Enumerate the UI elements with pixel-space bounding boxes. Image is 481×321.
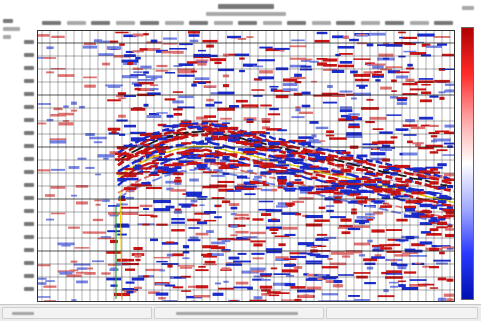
amplitude-event [38, 277, 47, 280]
trace-axis-label [189, 21, 208, 25]
trace-axis-label [115, 21, 135, 25]
amplitude-event [444, 124, 454, 128]
amplitude-event [444, 83, 454, 86]
time-axis-label [24, 79, 34, 83]
amplitude-event [443, 142, 454, 145]
amplitude-event [442, 154, 454, 156]
time-axis-label [24, 53, 34, 57]
reflector-band [117, 129, 454, 189]
time-axis-label [24, 105, 34, 109]
amplitude-event [441, 53, 454, 57]
seismic-canvas [38, 31, 454, 301]
time-axis-label [24, 92, 34, 96]
well-marker-line [119, 190, 123, 300]
amplitude-event [38, 296, 51, 298]
toolbar-item[interactable] [3, 27, 20, 31]
amplitude-event [38, 264, 51, 267]
time-axis-label [24, 131, 34, 135]
amplitude-event [443, 293, 454, 297]
time-axis-label [24, 274, 34, 278]
amplitude-event [443, 215, 454, 218]
trace-axis-label [66, 21, 86, 25]
amplitude-event [444, 233, 454, 238]
amplitude-event [442, 208, 454, 212]
time-axis-label [24, 118, 34, 122]
trace-axis-label [213, 21, 233, 25]
trace-axis-label [360, 21, 380, 25]
toolbar-item[interactable] [3, 19, 13, 23]
amplitude-event [443, 178, 454, 181]
trace-axis-label [164, 21, 184, 25]
time-axis-label [24, 157, 34, 161]
time-axis-label [24, 222, 34, 226]
time-axis-label [24, 66, 34, 70]
colorbar-max-label [462, 6, 474, 10]
trace-axis-label [262, 21, 282, 25]
time-axis-label [24, 170, 34, 174]
trace-axis-label [311, 21, 331, 25]
amplitude-event [445, 228, 454, 231]
amplitude-event [441, 246, 454, 249]
status-field-right [326, 307, 478, 319]
status-text-left [12, 312, 34, 315]
toolbar-item[interactable] [3, 35, 11, 39]
amplitude-colorbar [461, 27, 474, 300]
amplitude-event [444, 131, 454, 134]
trace-axis-label [385, 21, 404, 25]
trace-axis-label [434, 21, 453, 25]
time-axis-label [24, 248, 34, 252]
amplitude-event [443, 173, 454, 177]
status-field-left [2, 307, 152, 319]
trace-axis-label [409, 21, 429, 25]
seismic-section[interactable] [37, 30, 455, 302]
reflector-band [117, 133, 454, 193]
time-axis-label [24, 235, 34, 239]
trace-axis-label [91, 21, 110, 25]
status-bar [0, 304, 481, 321]
trace-axis-label [287, 21, 306, 25]
time-axis-label [24, 196, 34, 200]
time-axis-label [24, 144, 34, 148]
window-title [218, 4, 274, 9]
status-text-center [176, 312, 298, 315]
time-axis-label [24, 40, 34, 44]
window-subtitle [206, 12, 286, 16]
time-axis-label [24, 209, 34, 213]
amplitude-event [38, 34, 50, 37]
amplitude-event [38, 169, 51, 172]
trace-axis-label [140, 21, 159, 25]
trace-axis-label [42, 21, 61, 25]
trace-axis-label [238, 21, 257, 25]
time-axis-label [24, 287, 34, 291]
amplitude-event [38, 103, 51, 105]
time-axis-label [24, 183, 34, 187]
time-axis-label [24, 261, 34, 265]
amplitude-event [445, 89, 454, 92]
trace-axis-label [336, 21, 355, 25]
reflector-band [117, 125, 454, 185]
